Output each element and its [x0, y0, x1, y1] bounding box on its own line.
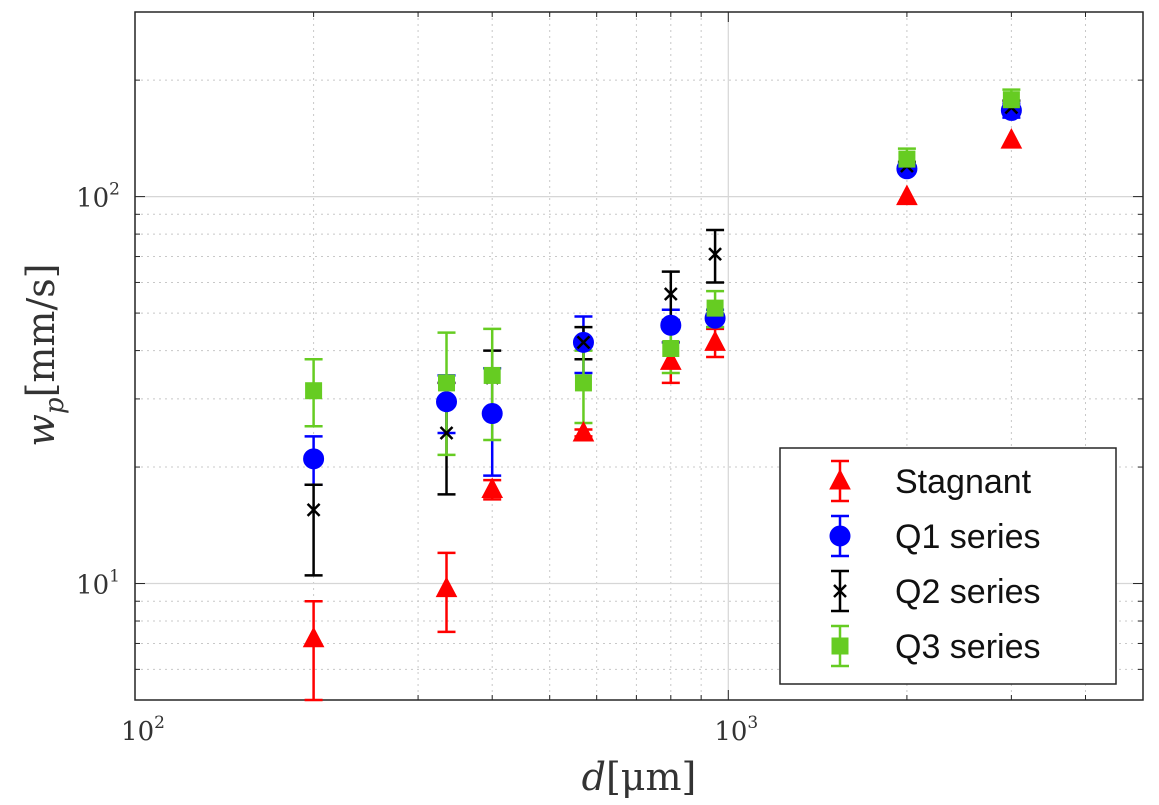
data-point-circle	[481, 403, 503, 425]
x-tick-label: 102	[121, 713, 165, 747]
legend-marker-square	[831, 637, 849, 655]
legend: Stagnant Q1 series Q2 series Q3 series	[779, 447, 1117, 685]
legend-label: Stagnant	[895, 463, 1032, 501]
legend-marker-circle	[829, 525, 851, 547]
data-point-x	[663, 287, 678, 301]
error-bar	[304, 483, 323, 577]
y-axis-label-base: w	[19, 414, 63, 447]
axes-box	[134, 11, 1144, 701]
data-point-circle	[660, 314, 682, 336]
data-point-triangle	[572, 420, 595, 442]
data-point-triangle	[1000, 127, 1023, 149]
x-tick-label-exp: 3	[747, 713, 758, 733]
data-point-triangle	[659, 349, 682, 370]
x-tick-label-base: 10	[121, 717, 154, 747]
y-tick-label-base: 10	[76, 184, 109, 214]
data-point-square	[483, 366, 501, 384]
data-point-square	[662, 339, 680, 357]
data-point-triangle	[896, 184, 918, 206]
y-axis-label-sub: p	[40, 397, 70, 414]
data-point-triangle	[435, 576, 458, 598]
legend-label: Q2 series	[895, 573, 1041, 611]
data-point-triangle	[481, 477, 504, 498]
data-point-square	[305, 382, 323, 400]
legend-marker-triangle	[829, 468, 851, 490]
x-axis-label-base: d	[582, 755, 606, 799]
data-point-x	[306, 502, 321, 517]
data-markers	[302, 91, 1023, 648]
y-tick-label-exp: 2	[109, 180, 120, 200]
y-tick-label-base: 10	[76, 571, 109, 601]
data-point-square	[438, 374, 456, 392]
x-axis-label: d[μm]	[582, 755, 697, 799]
data-point-triangle	[704, 330, 726, 351]
error-bar	[706, 228, 725, 284]
y-tick-label: 102	[76, 180, 120, 214]
data-point-x	[439, 426, 454, 440]
legend-swatch	[831, 624, 849, 668]
legend-marker-x	[833, 584, 847, 598]
y-tick-label: 101	[76, 567, 120, 601]
data-point-circle	[436, 391, 458, 413]
legend-label: Q1 series	[895, 518, 1041, 556]
legend-swatch	[829, 514, 851, 558]
x-tick-label: 103	[714, 713, 758, 747]
data-point-square	[706, 299, 724, 317]
x-tick-label-exp: 2	[154, 713, 165, 733]
x-axis-label-unit: [μm]	[606, 755, 696, 799]
data-point-square	[1002, 91, 1020, 109]
y-tick-label-exp: 1	[109, 567, 120, 587]
data-point-circle	[303, 448, 325, 470]
legend-swatch	[829, 459, 851, 503]
data-point-x	[708, 247, 722, 262]
data-point-square	[574, 374, 592, 392]
y-axis-label: wp[mm/s]	[19, 263, 70, 446]
legend-swatch	[831, 569, 849, 613]
error-bar	[304, 599, 323, 702]
legend-label: Q3 series	[895, 628, 1041, 666]
data-point-triangle	[302, 626, 325, 648]
x-tick-label-base: 10	[714, 717, 747, 747]
y-axis-label-unit: [mm/s]	[19, 263, 63, 397]
data-point-x	[576, 335, 591, 350]
data-point-square	[898, 150, 916, 168]
